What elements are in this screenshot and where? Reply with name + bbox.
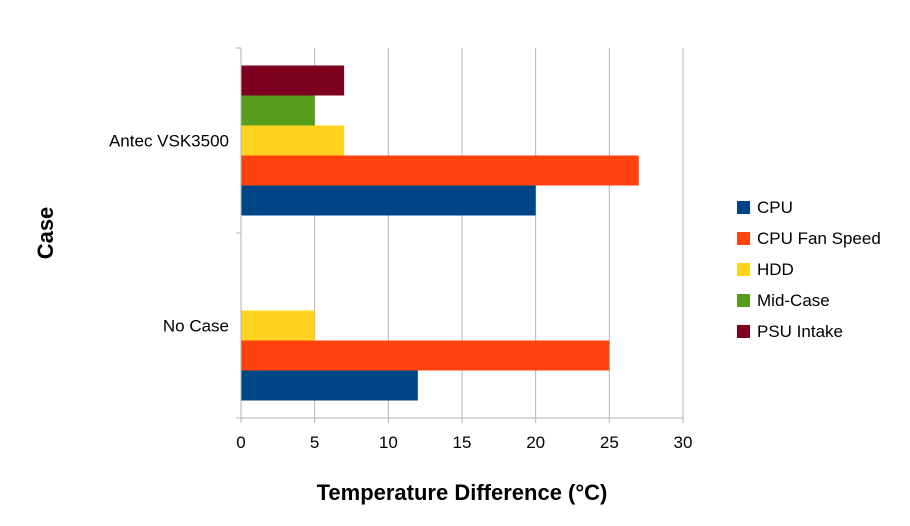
x-tick-label: 0 bbox=[236, 433, 245, 452]
legend-swatch bbox=[737, 263, 750, 276]
x-tick-label: 15 bbox=[453, 433, 472, 452]
x-tick-label: 10 bbox=[379, 433, 398, 452]
bar bbox=[241, 340, 610, 371]
bar bbox=[241, 95, 315, 126]
axes bbox=[236, 47, 684, 423]
legend-swatch bbox=[737, 201, 750, 214]
y-tick-labels: Antec VSK3500 No Case bbox=[109, 132, 229, 336]
legend-label: PSU Intake bbox=[757, 322, 843, 341]
bar bbox=[241, 185, 536, 216]
legend-label: HDD bbox=[757, 260, 794, 279]
bar bbox=[241, 310, 315, 341]
bar bbox=[241, 370, 418, 401]
legend-swatch bbox=[737, 294, 750, 307]
legend-swatch bbox=[737, 325, 750, 338]
bar bbox=[241, 125, 345, 156]
legend-label: CPU Fan Speed bbox=[757, 229, 881, 248]
y-tick-label: No Case bbox=[163, 317, 229, 336]
bars bbox=[241, 65, 639, 401]
y-tick-label: Antec VSK3500 bbox=[109, 132, 229, 151]
x-tick-label: 5 bbox=[310, 433, 319, 452]
bar bbox=[241, 155, 639, 186]
x-tick-label: 20 bbox=[526, 433, 545, 452]
legend: CPU CPU Fan Speed HDD Mid-Case PSU Intake bbox=[737, 198, 881, 341]
x-tick-label: 30 bbox=[674, 433, 693, 452]
bar bbox=[241, 65, 345, 96]
legend-swatch bbox=[737, 232, 750, 245]
legend-label: Mid-Case bbox=[757, 291, 830, 310]
y-axis-title: Case bbox=[33, 207, 58, 260]
x-axis-title: Temperature Difference (°C) bbox=[317, 480, 608, 505]
x-tick-label: 25 bbox=[600, 433, 619, 452]
x-tick-labels: 0 5 10 15 20 25 30 bbox=[236, 433, 692, 452]
legend-label: CPU bbox=[757, 198, 793, 217]
